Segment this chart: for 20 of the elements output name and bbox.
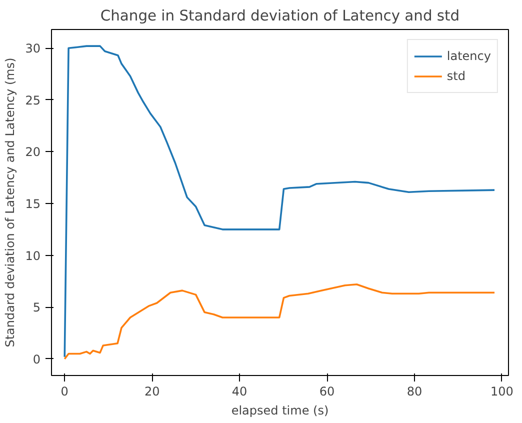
x-tick-label: 20 xyxy=(144,384,160,398)
y-axis-title: Standard deviation of Latency and Latency (ms) xyxy=(3,58,18,348)
legend-label: latency xyxy=(446,49,491,63)
y-tick-label: 5 xyxy=(32,300,41,315)
line-series xyxy=(64,45,496,358)
y-tick-label: 20 xyxy=(25,145,41,160)
x-tick-label: 100 xyxy=(490,384,514,398)
y-tick-label: 25 xyxy=(25,93,41,108)
y-tick-label: 15 xyxy=(25,197,41,212)
y-tick-label: 0 xyxy=(32,352,41,366)
line-series xyxy=(64,283,496,360)
y-tick-label: 30 xyxy=(25,42,41,56)
y-tick-label: 10 xyxy=(25,248,41,263)
x-tick-label: 80 xyxy=(406,384,422,398)
chart-title: Change in Standard deviation of Latency and std xyxy=(100,8,460,24)
x-axis-title: elapsed time (s) xyxy=(231,404,329,418)
x-tick-label: 40 xyxy=(232,384,248,398)
x-tick-label: 0 xyxy=(60,384,68,398)
x-tick-label: 60 xyxy=(319,384,335,398)
legend-label: std xyxy=(446,69,466,83)
